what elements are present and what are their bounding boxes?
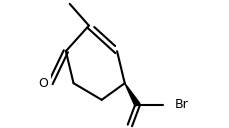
Text: Br: Br (175, 98, 188, 111)
Text: O: O (39, 77, 49, 90)
Polygon shape (125, 83, 140, 106)
